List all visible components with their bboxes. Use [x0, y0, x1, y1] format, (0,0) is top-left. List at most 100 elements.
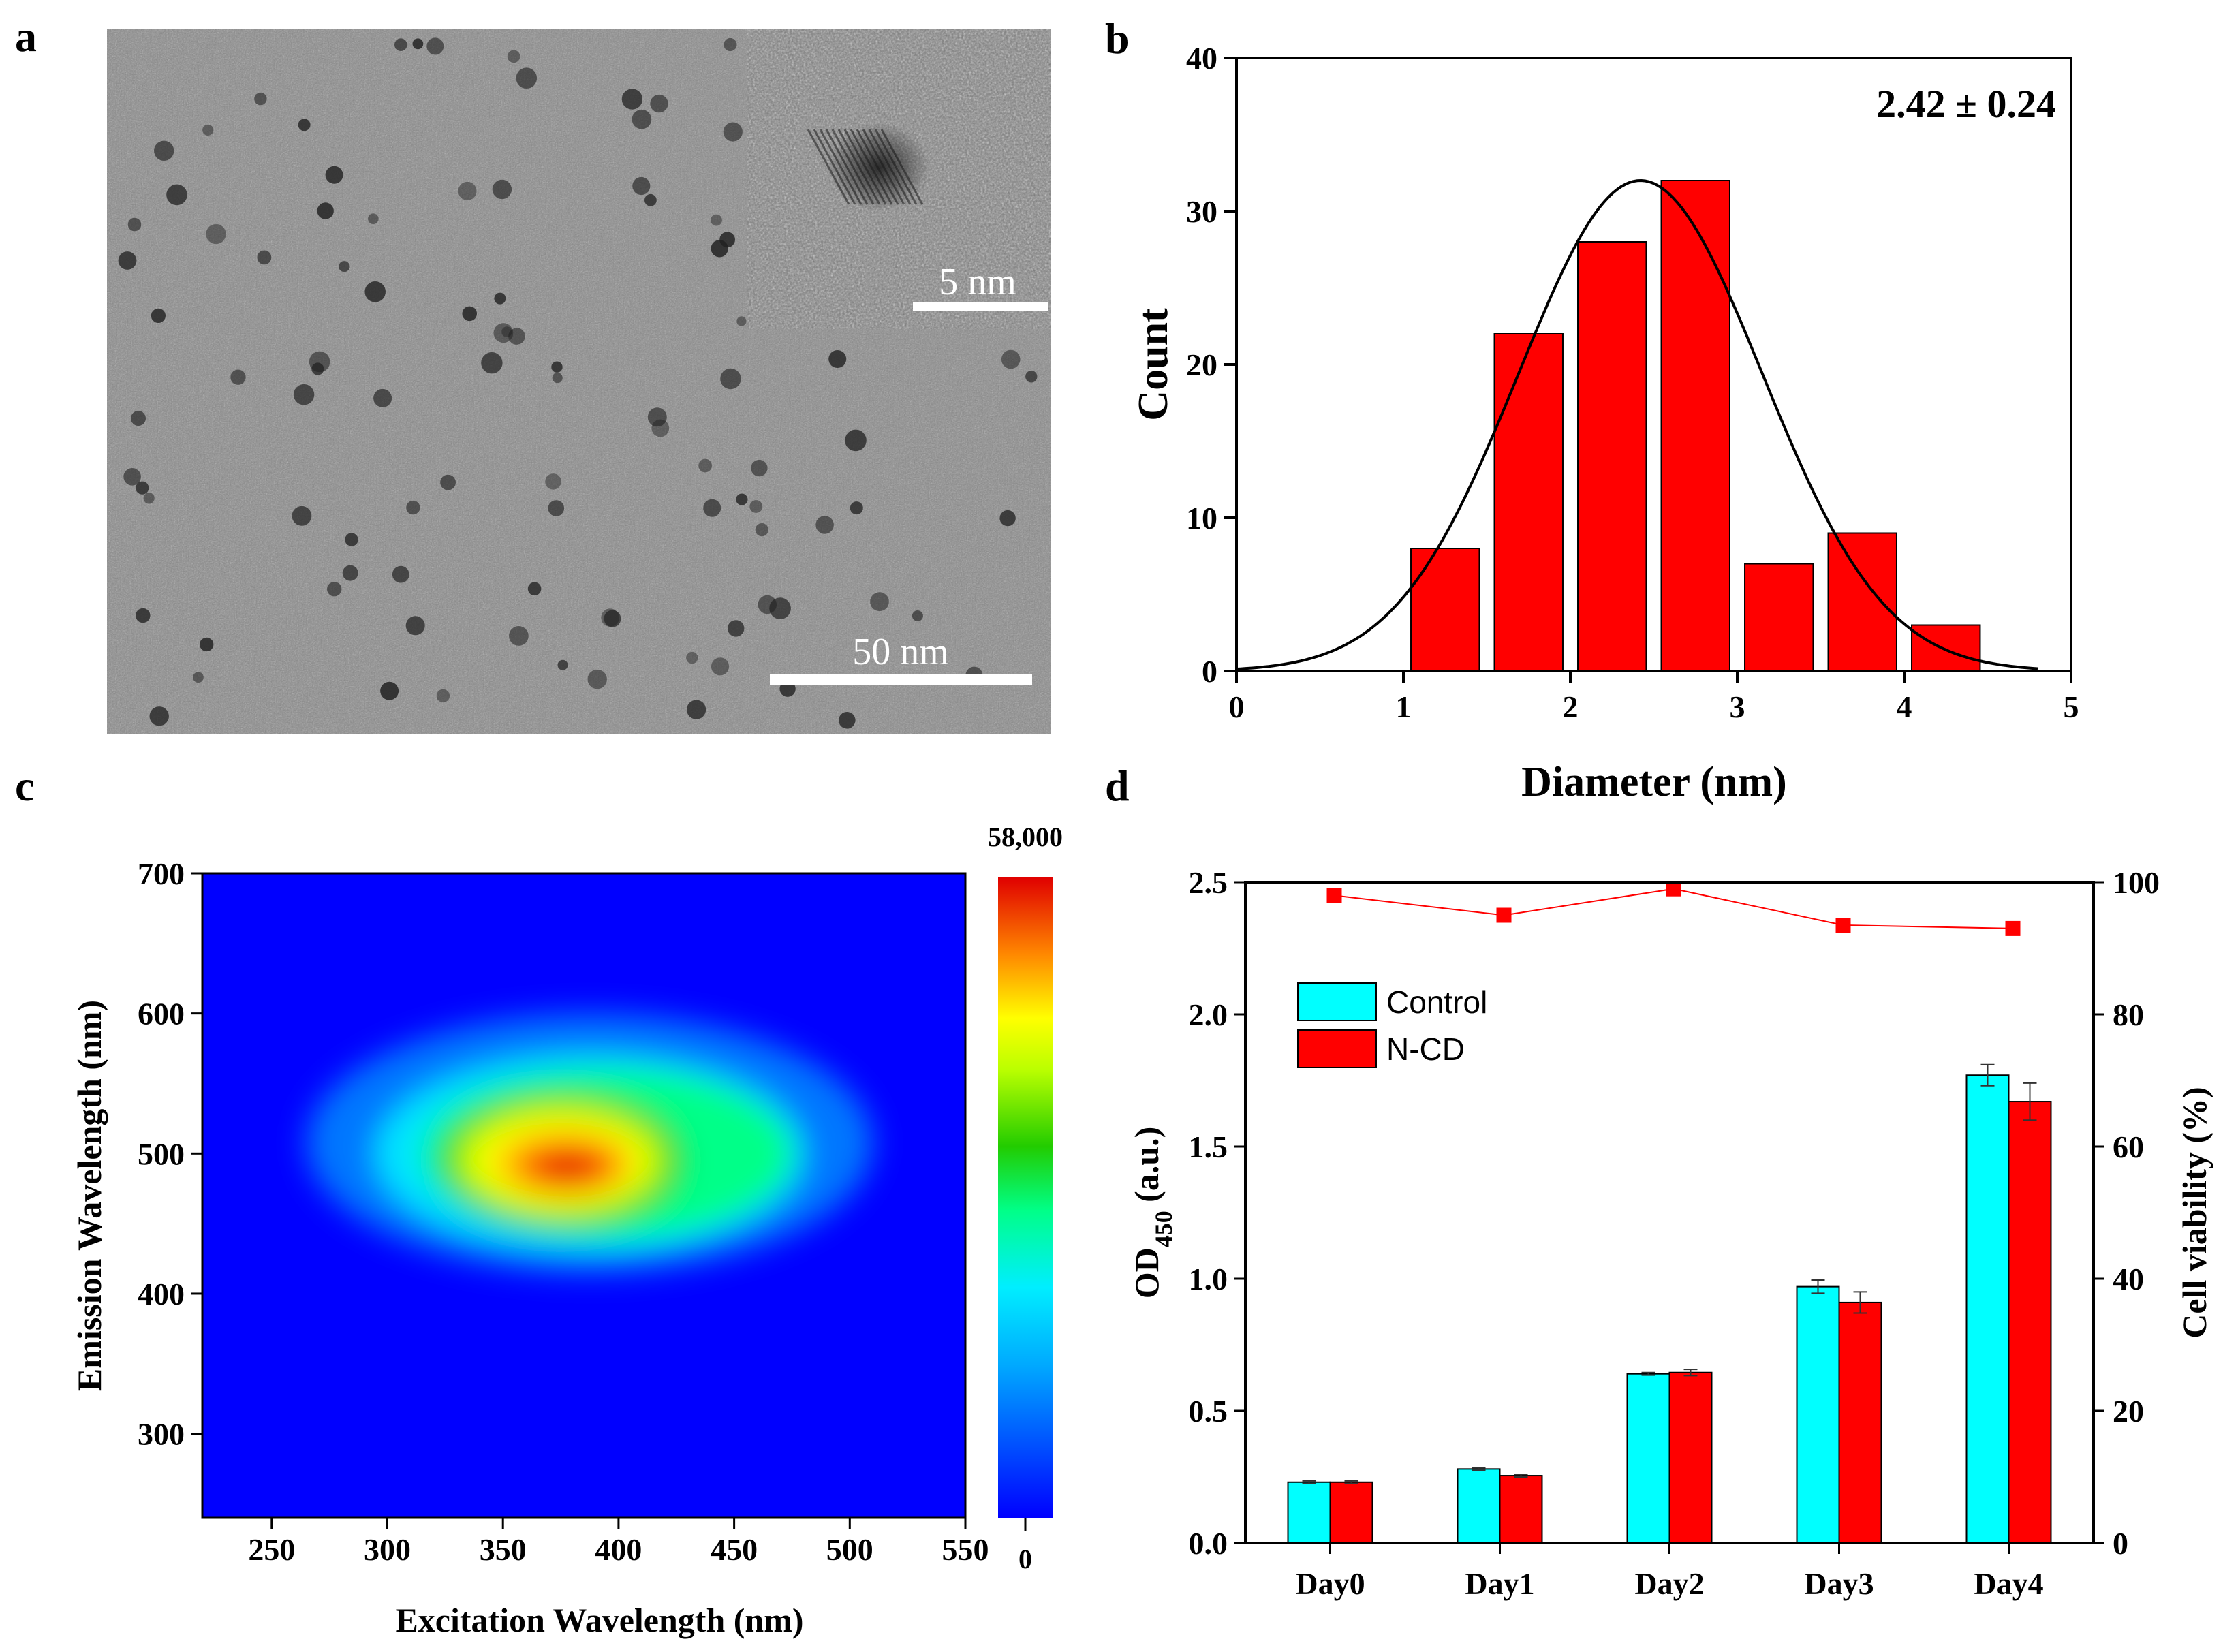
panel-d: d Day0 Day1 Day2 Day3 Day4 0.0 0.5 1.0 1.5 2.0 2.…: [1105, 762, 2213, 1601]
legend-swatch-ncd: [1297, 1029, 1377, 1068]
nanoparticle: [736, 493, 748, 505]
od-bar-control: [1965, 1074, 2010, 1544]
nanoparticle: [317, 202, 334, 219]
od-bar-n-cd: [1499, 1475, 1543, 1544]
nanoparticle: [703, 499, 721, 517]
nanoparticle: [751, 459, 768, 477]
x-tick-label: Day2: [1634, 1566, 1704, 1601]
y-tick-label: 400: [138, 1277, 185, 1311]
nanoparticle: [368, 213, 379, 225]
viability-marker: [1666, 881, 1681, 897]
nanoparticle: [551, 361, 563, 373]
x-tick-label: 2: [1563, 689, 1579, 724]
nanoparticle: [458, 181, 477, 200]
plot-frame-b: [1235, 57, 2072, 672]
x-tick-label: 5: [2064, 689, 2079, 724]
nanoparticle: [131, 411, 146, 426]
panel-b: b 0 1 2 3 4 5 0 10 20 30 40 Diameter (nm) Count 2…: [1105, 14, 2079, 805]
nanoparticle: [436, 689, 450, 703]
inset-scale-label: 5 nm: [939, 261, 1016, 303]
lattice-fringe: [831, 129, 875, 205]
y2-tick-label: 100: [2113, 865, 2160, 900]
lattice-fringe: [868, 129, 912, 205]
lattice-fringe: [850, 129, 893, 205]
nanoparticle: [845, 429, 867, 452]
nanoparticle: [548, 500, 565, 516]
y2-tick-label: 60: [2113, 1129, 2144, 1164]
od-bar-control: [1457, 1468, 1501, 1544]
fit-annotation: 2.42 ± 0.24: [1876, 82, 2056, 126]
gaussian-fit-curve: [1236, 178, 2038, 670]
nanoparticle: [492, 179, 512, 200]
viability-line: [1326, 881, 2021, 936]
main-scale-label: 50 nm: [852, 631, 949, 673]
nanoparticle: [257, 250, 272, 265]
y-axis-title-b: Count: [1130, 308, 1177, 421]
nanoparticle: [327, 582, 342, 597]
nanoparticle: [815, 516, 834, 534]
nanoparticle: [720, 368, 741, 390]
panel-label-a: a: [15, 12, 37, 61]
x-tick-label: Day1: [1465, 1566, 1534, 1601]
y-tick-label: 40: [1186, 41, 1217, 76]
nanoparticle: [311, 362, 324, 375]
x-tick-label: 1: [1396, 689, 1412, 724]
nanoparticle: [912, 610, 923, 621]
nanoparticle: [406, 500, 420, 515]
y-tick-label: 700: [138, 856, 185, 891]
y-tick-label: 1.5: [1189, 1129, 1228, 1164]
nanoparticle: [736, 316, 747, 326]
od-bar-control: [1796, 1285, 1840, 1544]
viability-marker: [2005, 920, 2021, 936]
lattice-fringes: [807, 129, 924, 205]
panel-label-d: d: [1105, 762, 1130, 810]
nanoparticle: [298, 119, 311, 131]
nanoparticles: [118, 37, 1038, 729]
plot-frame-c: [201, 872, 967, 1519]
y-tick-label: 10: [1186, 501, 1217, 535]
nanoparticle: [557, 659, 568, 670]
x-tick-label: 0: [1229, 689, 1245, 724]
colorbar-max-label: 58,000: [988, 822, 1063, 852]
y2-axis-ticks-d: 0 20 40 60 80 100: [2094, 865, 2160, 1561]
inset-scale-bar: [913, 302, 1048, 311]
histogram-bar: [1744, 563, 1814, 672]
nanoparticle: [136, 608, 151, 623]
nanoparticle: [870, 592, 889, 612]
y-axis-ticks-b: 0 10 20 30 40: [1186, 41, 1237, 689]
x-tick-label: 400: [595, 1532, 642, 1567]
nanoparticle: [587, 669, 607, 689]
y-tick-label: 30: [1186, 194, 1217, 229]
x-tick-label: 300: [364, 1532, 411, 1567]
histogram-bars: [1410, 180, 1981, 672]
nanoparticle: [686, 651, 698, 664]
nanoparticle: [202, 124, 214, 136]
y-axis-title-d: OD450 (a.u.): [1128, 1127, 1177, 1299]
legend-d: Control N-CD: [1297, 982, 1487, 1068]
histogram-bar: [1493, 333, 1564, 672]
x-tick-label: 550: [942, 1532, 989, 1567]
viability-marker: [1835, 918, 1851, 933]
histogram-bar: [1410, 548, 1480, 672]
y-tick-label: 2.5: [1189, 865, 1228, 900]
od-bar-n-cd: [1838, 1301, 1882, 1544]
nanoparticle: [151, 308, 166, 323]
nanoparticle: [724, 37, 737, 52]
od-bar-n-cd: [1668, 1371, 1713, 1544]
y-tick-label: 2.0: [1189, 997, 1228, 1032]
legend-label-ncd: N-CD: [1386, 1031, 1465, 1067]
panel-label-b: b: [1105, 14, 1130, 63]
viability-marker: [1326, 888, 1342, 903]
x-axis-ticks-c: 250 300 350 400 450 500 550: [248, 1518, 989, 1567]
histogram-bar: [1911, 624, 1981, 672]
nanoparticle: [1001, 349, 1021, 369]
x-tick-label: 3: [1730, 689, 1745, 724]
nanoparticle: [719, 232, 735, 248]
nanoparticle: [493, 323, 514, 343]
nanoparticle: [647, 407, 667, 427]
y-tick-label: 300: [138, 1417, 185, 1452]
od-bar-control: [1626, 1373, 1670, 1544]
x-tick-label: 4: [1897, 689, 1912, 724]
nanoparticle: [380, 681, 399, 700]
lattice-fringe: [843, 129, 887, 205]
